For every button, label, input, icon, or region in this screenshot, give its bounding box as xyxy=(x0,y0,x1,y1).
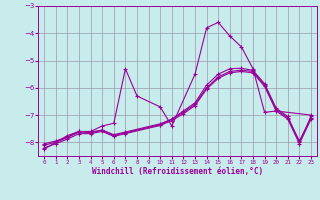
X-axis label: Windchill (Refroidissement éolien,°C): Windchill (Refroidissement éolien,°C) xyxy=(92,167,263,176)
